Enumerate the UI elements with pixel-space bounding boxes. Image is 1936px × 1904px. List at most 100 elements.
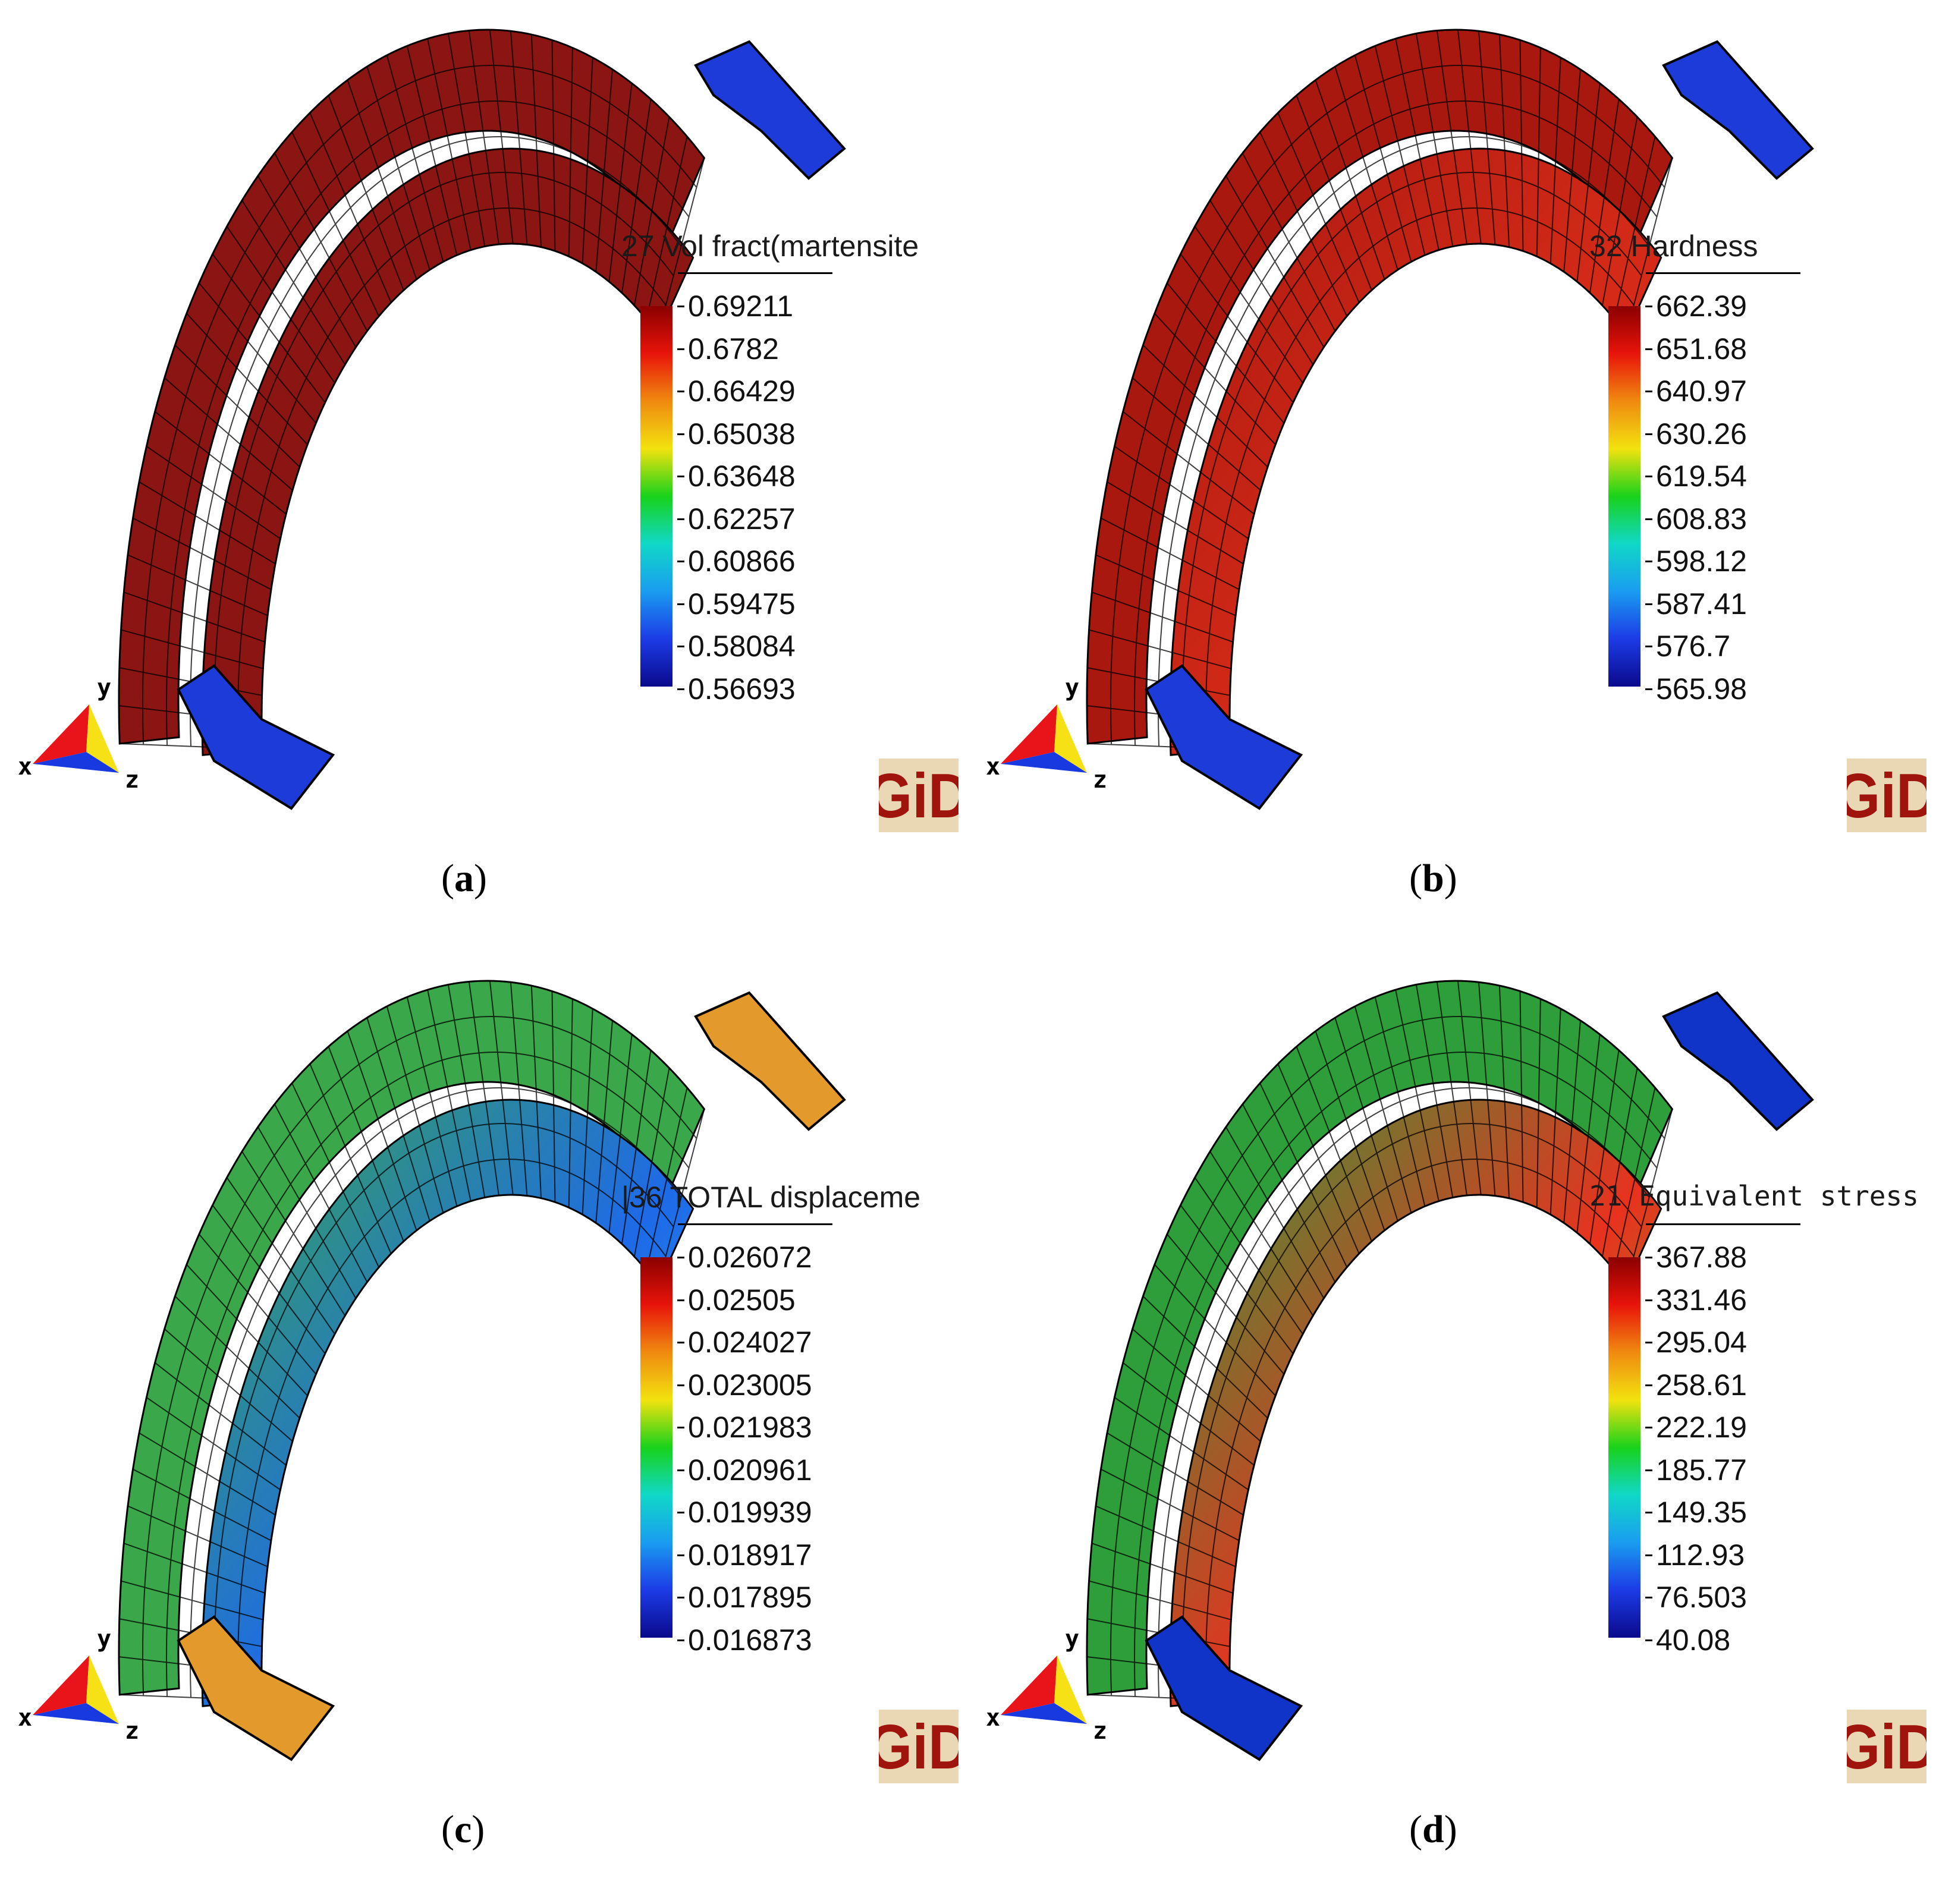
colorbar-tick-label: 0.019939 — [688, 1496, 812, 1529]
tick-mark — [1645, 391, 1652, 392]
tick-mark — [677, 391, 684, 392]
axis-triad-icon: y x z — [18, 1625, 139, 1745]
axis-label-x: x — [986, 753, 1000, 781]
tick-mark — [1645, 1469, 1652, 1471]
axis-label-x: x — [986, 1704, 1000, 1732]
colorbar-tick-label: 598.12 — [1656, 545, 1747, 578]
colorbar-tick-label: 0.65038 — [688, 417, 796, 451]
ring-end-cap-bottom — [177, 1615, 335, 1761]
tick-mark — [1645, 476, 1652, 477]
colorbar-tick-label: 0.59475 — [688, 587, 796, 621]
tick-mark — [1645, 433, 1652, 435]
panel-caption: (d) — [1409, 1808, 1457, 1851]
colorbar-tick-label: 651.68 — [1656, 332, 1747, 366]
tick-mark — [1645, 1342, 1652, 1343]
legend-title-underline — [678, 272, 832, 274]
tick-mark — [1645, 1597, 1652, 1598]
tick-mark — [1645, 1427, 1652, 1428]
colorbar-tick-label: 295.04 — [1656, 1326, 1747, 1359]
panel-d: 21 Equivalent stress 367.88 331.46 295.04 25… — [968, 951, 1936, 1902]
ring-end-cap-bottom — [1145, 1615, 1303, 1761]
panel-caption-label: b — [1422, 857, 1444, 900]
colorbar-tick-label: 0.026072 — [688, 1241, 812, 1274]
legend-title: 32 Hardness — [1589, 229, 1758, 263]
colorbar-tick-labels: 0.69211 0.6782 0.66429 0.65038 0.63648 0.6225… — [677, 289, 878, 719]
axis-label-y: y — [97, 674, 111, 701]
tick-mark — [677, 306, 684, 307]
tick-mark — [677, 348, 684, 350]
ring-mesh-render — [118, 980, 846, 1761]
colorbar-tick-label: 619.54 — [1656, 460, 1747, 493]
panel-caption-label: d — [1422, 1808, 1444, 1851]
colorbar-tick-label: 0.63648 — [688, 460, 796, 493]
axis-triad-icon: y x z — [986, 674, 1107, 794]
colorbar-tick-label: 0.66429 — [688, 374, 796, 408]
tick-mark — [677, 1384, 684, 1386]
tick-mark — [1645, 561, 1652, 562]
axis-label-z: z — [1093, 766, 1107, 794]
tick-mark — [677, 561, 684, 562]
tick-mark — [677, 476, 684, 477]
gid-logo-text: GiD — [879, 761, 958, 831]
tick-mark — [677, 1554, 684, 1556]
colorbar — [640, 306, 672, 687]
tick-mark — [1645, 348, 1652, 350]
axis-label-y: y — [1065, 674, 1079, 701]
legend-title: 27 Vol fract(martensite — [621, 229, 919, 263]
tick-mark — [677, 1342, 684, 1343]
colorbar-tick-label: 0.60866 — [688, 545, 796, 578]
tick-mark — [677, 1597, 684, 1598]
colorbar-tick-label: 0.017895 — [688, 1581, 812, 1614]
colorbar-tick-label: 0.016873 — [688, 1623, 812, 1657]
colorbar-tick-label: 576.7 — [1656, 630, 1731, 663]
legend-title: |36 TOTAL displaceme — [621, 1181, 921, 1214]
colorbar-tick-labels: 0.026072 0.02505 0.024027 0.023005 0.021983 0… — [677, 1241, 878, 1670]
gid-logo: GiD — [1847, 1710, 1926, 1783]
colorbar-tick-label: 0.6782 — [688, 332, 779, 366]
tick-mark — [677, 1257, 684, 1258]
colorbar-tick-label: 0.58084 — [688, 630, 796, 663]
gid-logo: GiD — [879, 759, 958, 832]
gid-logo-text: GiD — [1847, 1713, 1926, 1782]
tick-mark — [677, 433, 684, 435]
tick-mark — [1645, 518, 1652, 520]
ring-end-cap-top — [694, 40, 846, 180]
axis-label-z: z — [125, 766, 139, 794]
tick-mark — [1645, 1639, 1652, 1641]
tick-mark — [1645, 603, 1652, 605]
tick-mark — [1645, 646, 1652, 647]
colorbar-tick-labels: 662.39 651.68 640.97 630.26 619.54 608.83 598.… — [1645, 289, 1846, 719]
colorbar-tick-label: 0.024027 — [688, 1326, 812, 1359]
colorbar-tick-label: 258.61 — [1656, 1368, 1747, 1402]
colorbar-tick-label: 0.023005 — [688, 1368, 812, 1402]
colorbar-tick-label: 76.503 — [1656, 1581, 1747, 1614]
colorbar-tick-label: 0.021983 — [688, 1411, 812, 1444]
panel-caption-label: a — [454, 857, 474, 900]
colorbar-tick-label: 630.26 — [1656, 417, 1747, 451]
colorbar-tick-label: 367.88 — [1656, 1241, 1747, 1274]
colorbar-tick-label: 112.93 — [1656, 1538, 1745, 1572]
axis-label-z: z — [125, 1717, 139, 1745]
mesh-grid — [118, 980, 705, 1701]
panel-b: 32 Hardness 662.39 651.68 640.97 630.26 619.5… — [968, 0, 1936, 951]
legend-title-underline — [1646, 272, 1800, 274]
tick-mark — [677, 518, 684, 520]
tick-mark — [677, 1512, 684, 1513]
axis-triad-icon: y x z — [18, 674, 139, 794]
axis-label-y: y — [1065, 1625, 1079, 1653]
tick-mark — [677, 603, 684, 605]
colorbar-tick-label: 0.69211 — [688, 289, 794, 323]
ring-end-cap-top — [1662, 991, 1814, 1131]
colorbar-tick-label: 587.41 — [1656, 587, 1747, 621]
tick-mark — [1645, 1384, 1652, 1386]
tick-mark — [1645, 1512, 1652, 1513]
colorbar-tick-label: 662.39 — [1656, 289, 1747, 323]
colorbar-tick-label: 565.98 — [1656, 672, 1747, 706]
colorbar-tick-label: 0.56693 — [688, 672, 796, 706]
tick-mark — [677, 1299, 684, 1301]
gid-logo-text: GiD — [879, 1713, 958, 1782]
colorbar-tick-label: 40.08 — [1656, 1623, 1731, 1657]
panel-a: 27 Vol fract(martensite 0.69211 0.6782 0.66… — [0, 0, 968, 951]
ring-end-cap-bottom — [1145, 664, 1303, 810]
colorbar-tick-label: 640.97 — [1656, 374, 1747, 408]
